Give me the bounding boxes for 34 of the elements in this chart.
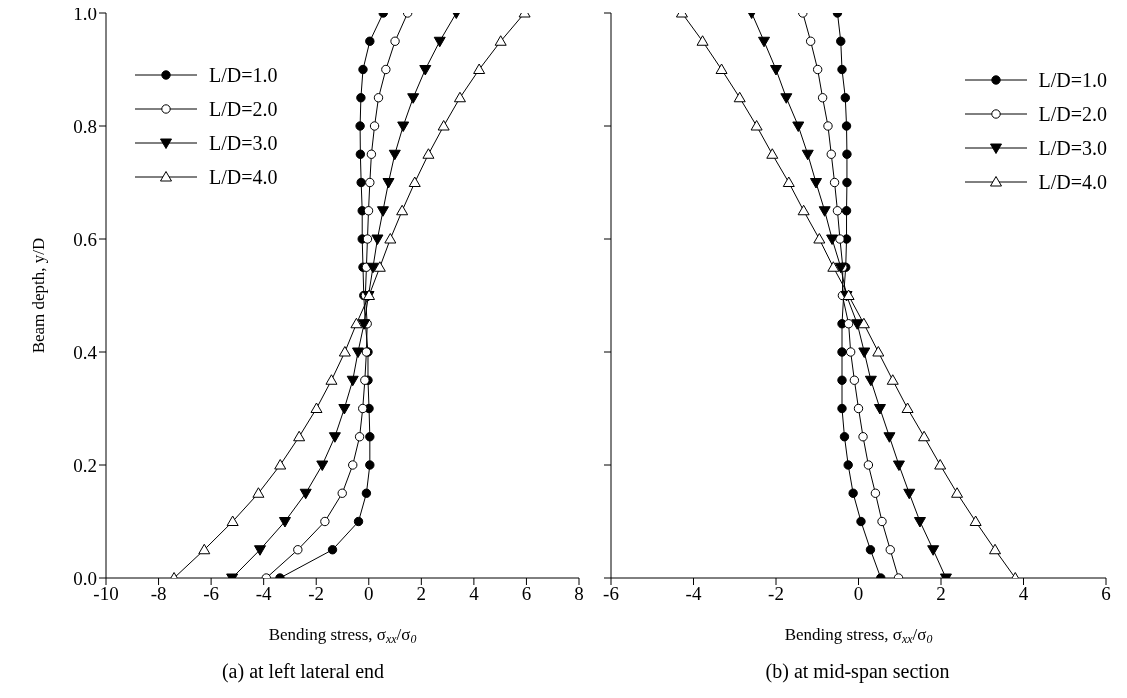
legend-label: L/D=1.0 [1038,68,1107,92]
legend-label: L/D=3.0 [209,131,278,155]
y-tick-label: 0.8 [73,115,97,137]
y-axis-title: Beam depth, y/D [29,237,48,354]
x-tick-label: -4 [685,583,702,605]
y-tick-label: 0.4 [73,341,98,363]
x-tick-label: 2 [936,583,946,605]
y-tick-label: 0.0 [73,567,97,589]
legend-label: L/D=2.0 [209,97,278,121]
legend-label: L/D=4.0 [1038,170,1107,194]
legend-label: L/D=4.0 [209,165,278,189]
x-tick-label: 2 [416,583,427,605]
x-tick-label: 4 [469,583,480,605]
legend-label: L/D=2.0 [1038,102,1107,126]
x-axis-title: Bending stress, σ$_{xx}$/σ$_{0}$ [784,625,933,646]
x-tick-label: 0 [364,583,374,605]
x-axis-title: Bending stress, σ$_{xx}$/σ$_{0}$ [268,625,417,646]
x-tick-label: 6 [521,583,532,605]
text: (a) at left lateral end [220,660,386,683]
x-tick-label: -2 [308,583,325,605]
legend-label: L/D=1.0 [209,63,278,87]
x-tick-label: -2 [768,583,784,605]
x-tick-label: 0 [853,583,864,605]
text: (b) at mid-span section [764,660,951,683]
x-tick-label: -4 [255,583,273,605]
y-tick-label: 0.6 [73,228,97,250]
x-tick-label: -6 [603,583,619,605]
x-tick-label: 6 [1101,583,1111,605]
x-tick-label: 8 [574,583,584,605]
x-tick-label: -6 [203,583,220,605]
x-tick-label: 4 [1018,583,1029,605]
y-tick-label: 0.2 [73,454,97,476]
legend-label: L/D=3.0 [1038,136,1107,160]
x-tick-label: -8 [150,583,167,605]
